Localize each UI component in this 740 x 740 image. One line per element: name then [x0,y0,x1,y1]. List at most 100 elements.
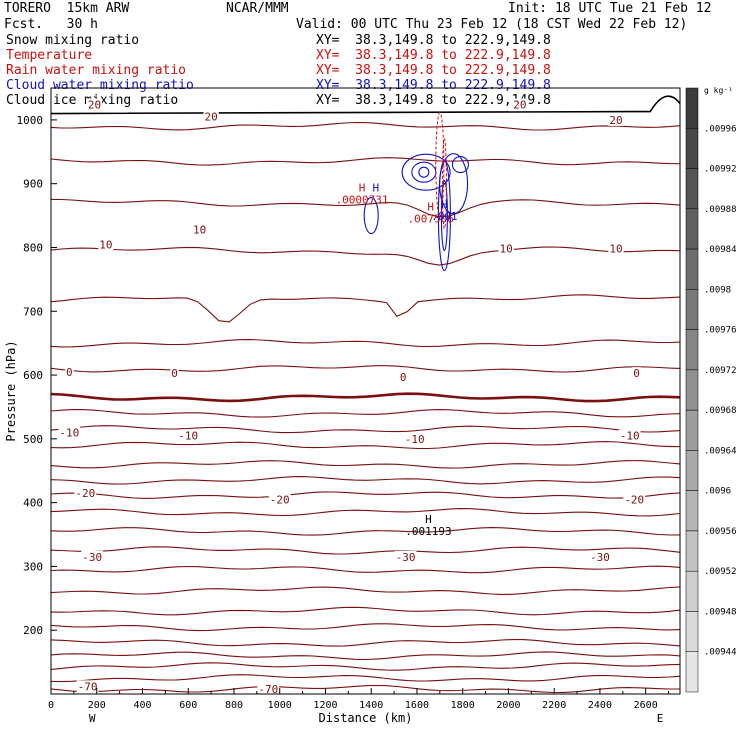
temperature-contour [50,546,681,555]
init-time: Init: 18 UTC Tue 21 Feb 12 [508,1,712,16]
contour-label-bg [192,223,208,236]
contour-label: -20 [75,487,95,500]
axes: 0 200 400 600 800 1000 1200 1400 1600 1800 2000 220… [4,87,681,725]
temperature-contour [50,684,680,694]
colorbar-swatch [685,490,699,532]
maximum-value: .0000731 [336,193,389,206]
contour-label-bg [76,680,99,693]
field-name: Rain water mixing ratio [6,63,187,78]
colorbar-label: .00972 [704,366,737,376]
x-tick-label: 1600 [405,700,429,711]
field-name: Cloud water mixing ratio [6,78,194,93]
temperature-contour [50,662,681,671]
contour-label-bg [394,550,417,563]
colorbar-label: .00992 [704,165,737,175]
temperature-contour [50,651,681,661]
contour-label-bg [98,238,114,251]
contour-label: 0 [66,366,73,379]
cloud-water-contour [451,155,469,174]
x-tick-label: 2000 [496,700,520,711]
colorbar-label: .00948 [704,607,737,617]
contour-label-bg [58,426,81,439]
contour-label-bg [268,493,291,506]
temperature-contour [50,460,681,469]
contour-label-bg [608,242,624,255]
contour-label-bg [512,98,528,111]
temperature-contour [50,294,681,323]
colorbar-swatch [685,329,699,371]
contour-label-bg [170,367,179,380]
colorbar-swatch [685,168,699,210]
org-label: NCAR/MMM [226,1,289,16]
field-xy-range: XY= 38.3,149.8 to 222.9,149.8 [316,93,551,108]
contour-label: -70 [78,680,98,693]
colorbar-swatch [685,369,699,411]
colorbar-label: .0098 [704,285,731,295]
contour-label-bg [632,367,641,380]
field-name: Snow mixing ratio [6,33,140,48]
temperature-contour [50,392,681,403]
maximum-value: .001 [431,210,458,223]
colorbar-swatch [685,289,699,330]
contour-label-bg [177,429,200,442]
temperature-contour [50,441,680,450]
west-label: W [89,712,96,725]
terrain-surface [50,95,681,115]
contour-label: -10 [59,426,79,439]
model-title: TORERO 15km ARW [4,1,130,16]
colorbar-label: .00968 [704,406,737,416]
temperature-contour [50,365,681,373]
y-tick-label: 200 [23,624,43,637]
x-tick-label: 2600 [634,700,658,711]
temperature-contour [50,606,681,616]
colorbar-label: .00944 [704,648,737,658]
y-axis-label: Pressure (hPa) [4,340,18,441]
temperature-contour [50,339,681,348]
contour-label-bg [203,110,219,123]
temperature-contour [50,674,681,683]
contour-label: -30 [590,551,610,564]
temperature-contour [50,491,681,499]
temperature-contour [50,586,681,595]
x-tick-label: 1800 [451,700,475,711]
x-axis-label: Distance (km) [319,711,413,725]
contour-label: -20 [270,493,290,506]
y-tick-label: 800 [23,241,43,254]
colorbar-swatch [685,570,699,612]
x-tick-label: 1200 [313,700,337,711]
contour-label: 10 [99,238,112,251]
field-xy-range: XY= 38.3,149.8 to 222.9,149.8 [316,78,551,93]
temperature-contour [50,639,681,647]
x-tick-label: 1000 [268,700,292,711]
x-tick-label: 800 [225,700,243,711]
x-tick-label: 2400 [588,700,612,711]
contour-label: -30 [82,551,102,564]
temperature-contour [50,157,681,166]
colorbar-label: .00952 [704,567,737,577]
contour-label: 20 [513,99,526,112]
temperature-contour [50,121,681,131]
contour-label: 20 [88,99,101,112]
field-xy-range: XY= 38.3,149.8 to 222.9,149.8 [316,48,551,63]
contour-label-bg [64,365,74,378]
contour-label: 0 [633,367,640,380]
maximum-value: .007506 [408,212,454,225]
maximum-marker: H [441,198,448,211]
colorbar-swatch [685,208,699,250]
maximum-marker: H [425,513,432,526]
x-tick-label: 400 [133,700,151,711]
field-xy-range: XY= 38.3,149.8 to 222.9,149.8 [316,33,551,48]
y-tick-label: 500 [23,433,43,446]
cloud-contours [363,112,469,272]
temperature-contour [50,623,681,632]
colorbar-label: .00988 [704,205,737,215]
temperature-contour [50,527,681,536]
field-name: Temperature [6,48,93,63]
temperature-contour [50,476,681,485]
plot-frame [50,87,681,695]
rain-water-contour [435,112,445,218]
contour-label: -70 [258,683,278,696]
contour-label: -20 [624,493,644,506]
